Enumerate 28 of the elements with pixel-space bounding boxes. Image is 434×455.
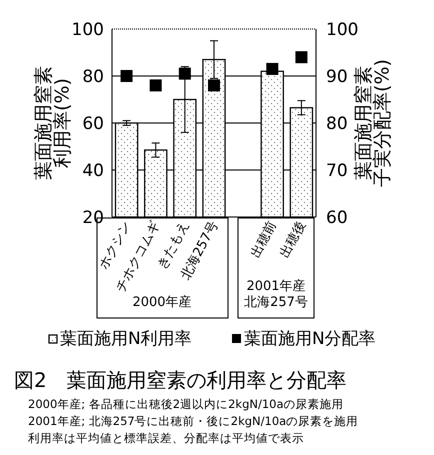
x-tick-label: 出穂後 xyxy=(277,218,309,260)
y-tick-label: 100 xyxy=(72,20,104,40)
point xyxy=(295,51,308,64)
point xyxy=(150,79,162,92)
text: 利用率は平均値と標準誤差、分配率は平均値で表示 xyxy=(28,431,304,445)
y-axis-title: 葉面施用窒素利用率(%) xyxy=(32,66,74,180)
point xyxy=(178,68,191,80)
point xyxy=(266,62,278,75)
text: 2001年産; 北海257号に出穂前・後に2kgN/10aの尿素を施用 xyxy=(28,414,358,428)
y-tick-label: 80 xyxy=(82,67,104,87)
legend-label: 葉面施用N分配率 xyxy=(244,329,376,349)
text: 2001年産北海257号 xyxy=(244,278,308,310)
y2-tick-label: 70 xyxy=(326,161,348,181)
x-tick-label: 出穂前 xyxy=(248,218,280,260)
point xyxy=(120,70,133,82)
y2-tick-label: 100 xyxy=(326,20,358,40)
y-tick-label: 40 xyxy=(82,161,104,181)
text: 2000年産; 各品種に出穂後2週以内に2kgN/10aの尿素施用 xyxy=(28,397,344,411)
point xyxy=(208,79,220,92)
y2-tick-label: 60 xyxy=(326,208,348,228)
y2-tick-label: 90 xyxy=(326,67,348,87)
text: 図2 葉面施用窒素の利用率と分配率 xyxy=(14,368,347,392)
y-tick-label: 20 xyxy=(82,208,104,228)
legend-label: 葉面施用N利用率 xyxy=(60,329,192,349)
text: 2000年産 xyxy=(132,294,192,310)
y-tick-label: 60 xyxy=(82,114,104,134)
y2-tick-label: 80 xyxy=(326,114,348,134)
y2-axis-title: 葉面施用窒素子実分配率(%) xyxy=(352,59,394,187)
